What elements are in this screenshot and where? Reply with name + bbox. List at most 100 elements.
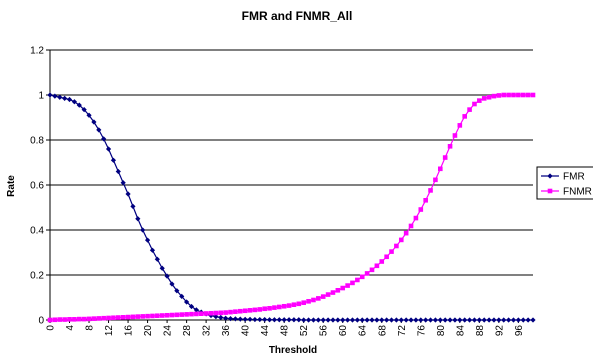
data-point [393, 317, 399, 323]
data-point [286, 317, 292, 323]
data-point [369, 317, 375, 323]
data-point [291, 302, 297, 307]
data-point [452, 317, 458, 323]
data-point [355, 277, 360, 283]
data-point [252, 307, 258, 313]
data-point [164, 273, 170, 279]
x-tick-label: 36 [221, 325, 232, 337]
legend: FMR FNMR [536, 166, 593, 200]
data-point [286, 303, 292, 308]
data-point [179, 312, 185, 317]
data-point [496, 93, 502, 98]
data-point [438, 166, 443, 172]
y-tick-label: 1 [38, 91, 44, 102]
data-point [213, 310, 219, 316]
legend-marker [547, 173, 553, 179]
data-point [325, 292, 331, 297]
data-point [232, 316, 238, 322]
data-point [237, 308, 243, 314]
data-point [310, 317, 317, 323]
data-point [350, 280, 355, 286]
data-point [208, 310, 214, 316]
data-point [442, 155, 448, 160]
data-point [305, 317, 312, 323]
data-point [135, 314, 141, 319]
data-point [427, 317, 434, 323]
data-point [447, 144, 453, 149]
data-point [423, 317, 429, 323]
data-point [477, 98, 482, 103]
data-point [149, 247, 156, 253]
x-tick-label: 12 [104, 325, 115, 337]
data-point [437, 317, 443, 323]
data-point [349, 317, 356, 323]
data-point [272, 305, 277, 310]
data-point [516, 92, 521, 98]
x-tick-label: 32 [202, 325, 213, 337]
data-point [101, 315, 106, 321]
data-point [530, 317, 536, 323]
data-point [457, 317, 463, 323]
data-point [257, 316, 263, 323]
data-point [188, 303, 195, 310]
data-point [218, 314, 224, 321]
data-point [359, 317, 365, 323]
x-tick-label: 52 [299, 325, 310, 337]
data-point [301, 300, 306, 305]
y-tick-label: 0.8 [30, 136, 44, 147]
x-tick-label: 92 [494, 325, 505, 337]
data-point [223, 315, 229, 321]
data-point [52, 93, 58, 99]
data-point [379, 317, 385, 323]
data-point [86, 112, 92, 118]
data-point [364, 271, 370, 276]
data-point [252, 316, 258, 323]
data-point [266, 317, 273, 323]
data-point [281, 317, 287, 323]
data-point [281, 303, 287, 309]
series-fnmr [47, 92, 536, 323]
data-point [388, 317, 395, 323]
data-point [91, 119, 97, 125]
data-point [174, 312, 180, 318]
data-point [62, 95, 68, 101]
data-point [462, 317, 468, 323]
data-point [276, 317, 282, 323]
x-tick-label: 44 [260, 325, 271, 337]
data-point [384, 254, 389, 260]
data-point [389, 249, 394, 254]
data-point [296, 301, 302, 307]
data-point [106, 315, 111, 321]
data-point [184, 299, 190, 305]
data-point [340, 285, 346, 291]
data-point [164, 312, 170, 318]
data-point [296, 317, 302, 323]
data-point [194, 311, 199, 317]
data-point [413, 317, 419, 323]
data-point [379, 259, 385, 264]
data-point [320, 317, 326, 323]
series-fmr [47, 92, 536, 323]
data-point [486, 94, 492, 100]
x-tick-label: 8 [85, 325, 96, 331]
x-tick-label: 28 [182, 325, 193, 337]
data-point [218, 310, 224, 316]
data-point [159, 313, 165, 318]
data-point [501, 92, 507, 98]
data-point [257, 307, 263, 312]
data-point [262, 316, 268, 323]
data-point [354, 317, 360, 323]
data-point [413, 215, 419, 221]
data-point [247, 316, 253, 322]
data-point [476, 317, 482, 323]
data-point [472, 101, 477, 107]
data-point [364, 317, 370, 323]
data-point [408, 317, 414, 323]
data-point [140, 227, 146, 233]
data-point [345, 317, 351, 323]
legend-item: FNMR [541, 187, 592, 198]
data-point [57, 317, 63, 322]
data-point [81, 316, 87, 322]
data-point [433, 177, 438, 183]
data-point [530, 92, 536, 98]
